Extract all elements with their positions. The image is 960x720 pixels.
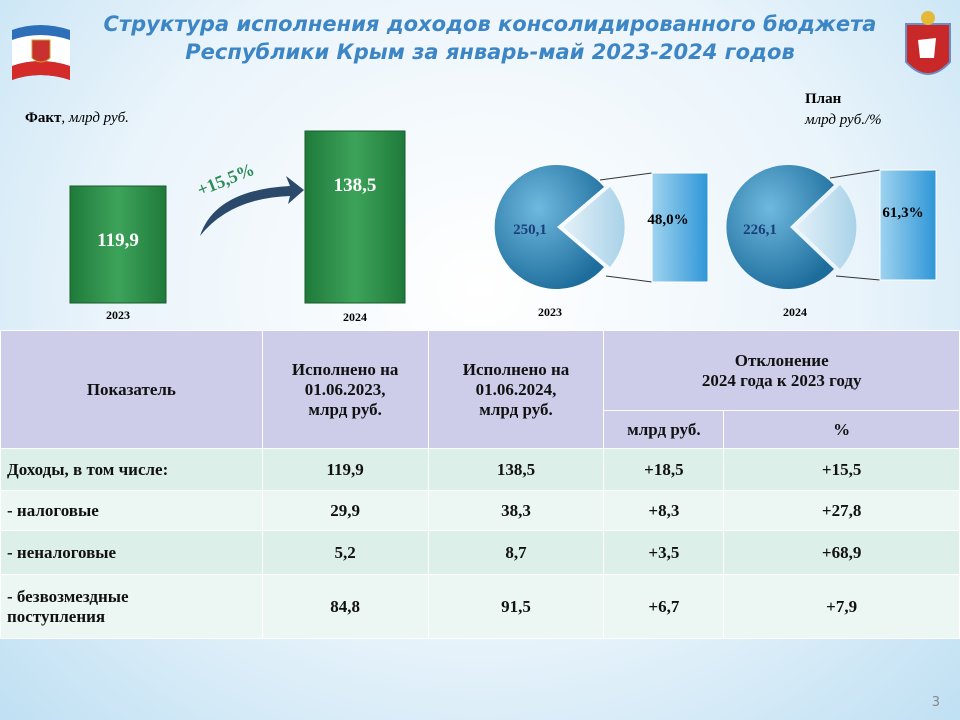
pie-value: 226,1	[743, 222, 777, 238]
table-cell: +15,5	[723, 448, 960, 491]
table-cell: +3,5	[603, 530, 725, 575]
table-cell: +6,7	[603, 574, 725, 639]
table-row: Доходы, в том числе: 119,9 138,5 +18,5 +15,5	[0, 448, 960, 491]
header-cell: Показатель	[0, 330, 263, 449]
header-cell: Исполнено на 01.06.2024, млрд руб.	[427, 330, 605, 449]
table-cell: 138,5	[427, 448, 605, 491]
table-cell: 84,8	[261, 574, 429, 639]
table-cell: +7,9	[723, 574, 960, 639]
fact-units: , млрд руб.	[61, 110, 129, 126]
shield-emblem	[905, 11, 951, 75]
plan-label: План	[805, 91, 842, 107]
bar	[69, 185, 167, 304]
table-row: - налоговые 29,9 38,3 +8,3 +27,8	[0, 490, 960, 531]
title-line: Структура исполнения доходов консолидиро…	[103, 12, 877, 36]
pie-year: 2023	[538, 305, 562, 319]
pie-share: 48,0%	[647, 212, 688, 228]
table-cell: 29,9	[261, 490, 429, 531]
table-body: Доходы, в том числе: 119,9 138,5 +18,5 +15,5…	[0, 448, 960, 639]
title-line: Республики Крым за январь-май 2023-2024 …	[185, 40, 795, 64]
bar-value: 119,9	[97, 230, 139, 251]
table-cell: +27,8	[723, 490, 960, 531]
table-cell: - неналоговые	[0, 530, 263, 575]
pie-value: 250,1	[513, 222, 547, 238]
page-number: 3	[931, 695, 940, 710]
pie-share: 61,3%	[882, 205, 923, 221]
table-cell: +18,5	[603, 448, 725, 491]
header-row: млрд руб. %	[1, 410, 960, 449]
title: Структура исполнения доходов консолидиро…	[100, 10, 880, 66]
header-cell: млрд руб.	[603, 410, 725, 449]
header-cell: %	[723, 410, 960, 449]
flag-emblem	[12, 25, 70, 80]
header-cell: Отклонение 2024 года к 2023 году	[603, 330, 960, 411]
table-cell: 91,5	[427, 574, 605, 639]
table-cell: +68,9	[723, 530, 960, 575]
graphics: Факт, млрд руб. 119,9 138,5 2023 2024 +1…	[12, 11, 951, 324]
plan-units: млрд руб./%	[804, 112, 882, 128]
table-row: - неналоговые 5,2 8,7 +3,5 +68,9	[0, 530, 960, 575]
pie-year: 2024	[783, 305, 807, 319]
table-cell: - безвозмездные поступления	[0, 574, 263, 639]
bar-year: 2024	[343, 310, 367, 324]
table-cell: 38,3	[427, 490, 605, 531]
pie	[726, 164, 937, 289]
table-row: - безвозмездные поступления 84,8 91,5 +6,7 +…	[0, 574, 960, 639]
table-cell: 5,2	[261, 530, 429, 575]
fact-label-text: Факт	[25, 110, 62, 126]
bar-year: 2023	[106, 308, 130, 322]
data-table: Показатель Исполнено на 01.06.2023, млрд…	[0, 330, 960, 639]
bar-value: 138,5	[334, 175, 377, 196]
table-cell: - налоговые	[0, 490, 263, 531]
table-cell: Доходы, в том числе:	[0, 448, 263, 491]
table-cell: 119,9	[261, 448, 429, 491]
header-row: Показатель Исполнено на 01.06.2023, млрд…	[0, 330, 960, 449]
table-cell: 8,7	[427, 530, 605, 575]
table-cell: +8,3	[603, 490, 725, 531]
fact-label: Факт, млрд руб.	[25, 110, 129, 126]
growth-arrow	[200, 176, 304, 236]
header-cell: Исполнено на 01.06.2023, млрд руб.	[261, 330, 429, 449]
bar	[304, 130, 406, 304]
pie	[494, 165, 709, 289]
